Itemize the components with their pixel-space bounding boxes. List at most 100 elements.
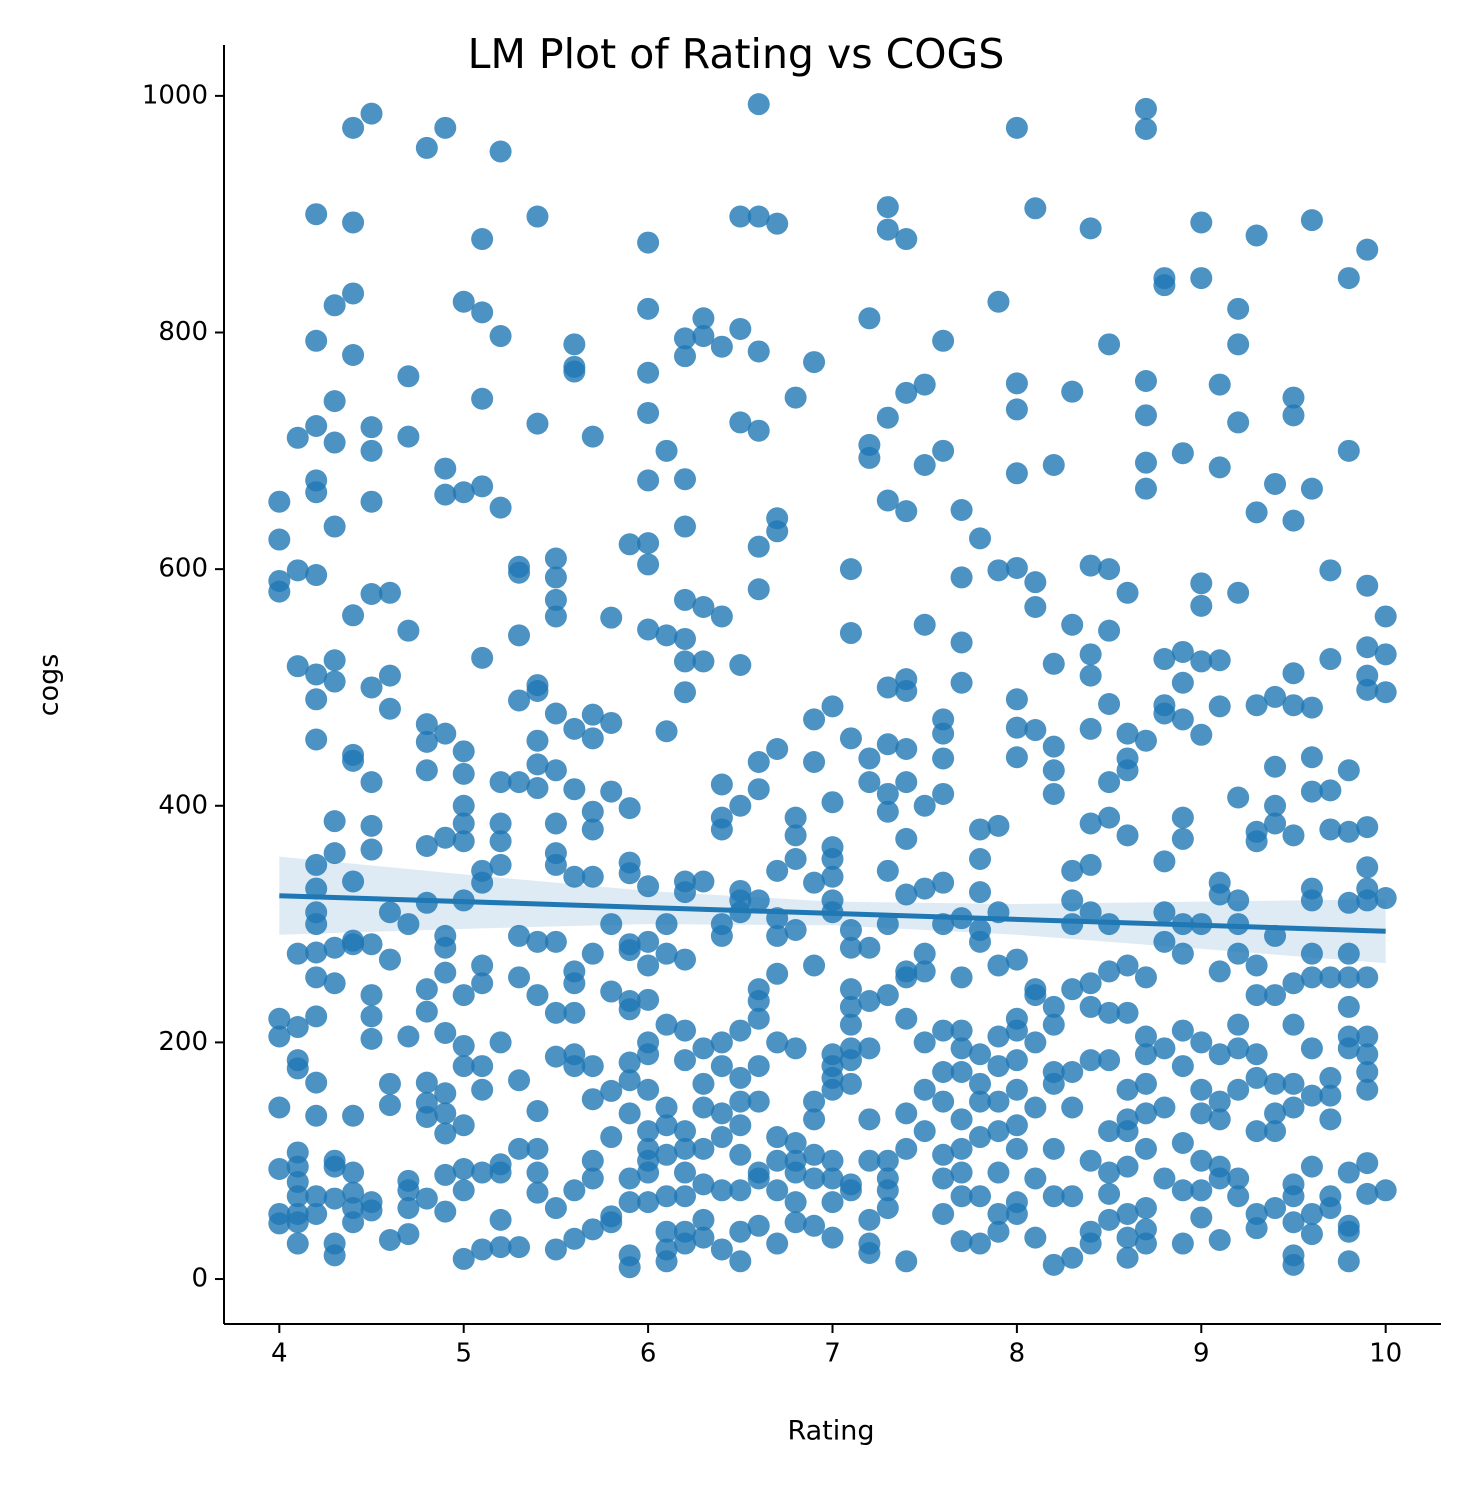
point <box>692 1137 715 1160</box>
point <box>784 1131 807 1154</box>
point <box>1134 1137 1157 1160</box>
point <box>323 390 346 413</box>
point <box>1024 1167 1047 1190</box>
point <box>950 1137 973 1160</box>
x-tick-label: 5 <box>455 1339 472 1369</box>
point <box>286 1185 309 1208</box>
point <box>784 919 807 942</box>
point <box>342 933 365 956</box>
point <box>360 1005 383 1028</box>
point <box>1134 97 1157 120</box>
point <box>544 605 567 628</box>
point <box>876 1149 899 1172</box>
point <box>1227 1037 1250 1060</box>
point <box>1134 1102 1157 1125</box>
point <box>692 650 715 673</box>
point <box>286 1057 309 1080</box>
point <box>1171 708 1194 731</box>
point <box>673 1185 696 1208</box>
point <box>1282 509 1305 532</box>
point <box>471 646 494 669</box>
point <box>950 671 973 694</box>
point <box>508 1137 531 1160</box>
point <box>1282 404 1305 427</box>
point <box>268 1212 291 1235</box>
point <box>710 924 733 947</box>
point <box>526 1100 549 1123</box>
point <box>305 1185 328 1208</box>
point <box>415 730 438 753</box>
point <box>710 335 733 358</box>
point <box>1282 662 1305 685</box>
point <box>673 627 696 650</box>
point <box>1079 554 1102 577</box>
point <box>1116 1246 1139 1269</box>
point <box>932 782 955 805</box>
point <box>1356 636 1379 659</box>
point <box>268 580 291 603</box>
point <box>1116 824 1139 847</box>
point <box>1005 1137 1028 1160</box>
point <box>766 520 789 543</box>
point <box>1061 978 1084 1001</box>
point <box>1153 702 1176 725</box>
point <box>1042 735 1065 758</box>
point <box>655 624 678 647</box>
point <box>1190 723 1213 746</box>
point <box>1098 1182 1121 1205</box>
point <box>932 1143 955 1166</box>
point <box>305 966 328 989</box>
point <box>471 1078 494 1101</box>
point <box>1190 650 1213 673</box>
point <box>876 800 899 823</box>
point <box>747 93 770 116</box>
point <box>1190 211 1213 234</box>
point <box>673 468 696 491</box>
point <box>969 1072 992 1095</box>
point <box>452 1055 475 1078</box>
point <box>1061 613 1084 636</box>
point <box>784 806 807 829</box>
point <box>342 1211 365 1234</box>
point <box>729 1090 752 1113</box>
point <box>932 329 955 352</box>
point <box>1227 1167 1250 1190</box>
point <box>563 778 586 801</box>
point <box>508 624 531 647</box>
point <box>1116 722 1139 745</box>
point <box>600 980 623 1003</box>
point <box>1171 1019 1194 1042</box>
point <box>858 747 881 770</box>
point <box>618 1069 641 1092</box>
point <box>452 812 475 835</box>
point <box>1171 442 1194 465</box>
point <box>747 889 770 912</box>
point <box>544 588 567 611</box>
point <box>895 381 918 404</box>
point <box>987 1055 1010 1078</box>
point <box>1356 238 1379 261</box>
point <box>434 116 457 139</box>
point <box>673 345 696 368</box>
point <box>1264 755 1287 778</box>
point <box>1208 649 1231 672</box>
point <box>637 231 660 254</box>
point <box>1153 274 1176 297</box>
point <box>1208 1108 1231 1131</box>
point <box>618 1256 641 1279</box>
point <box>1079 812 1102 835</box>
point <box>618 998 641 1021</box>
point <box>1300 696 1323 719</box>
point <box>1337 995 1360 1018</box>
point <box>637 1191 660 1214</box>
x-tick-label: 4 <box>271 1339 288 1369</box>
point <box>581 1088 604 1111</box>
point <box>932 1019 955 1042</box>
point <box>1190 1078 1213 1101</box>
point <box>673 1019 696 1042</box>
point <box>268 1007 291 1030</box>
point <box>1190 1206 1213 1229</box>
point <box>305 481 328 504</box>
point <box>747 1007 770 1030</box>
point <box>397 619 420 642</box>
